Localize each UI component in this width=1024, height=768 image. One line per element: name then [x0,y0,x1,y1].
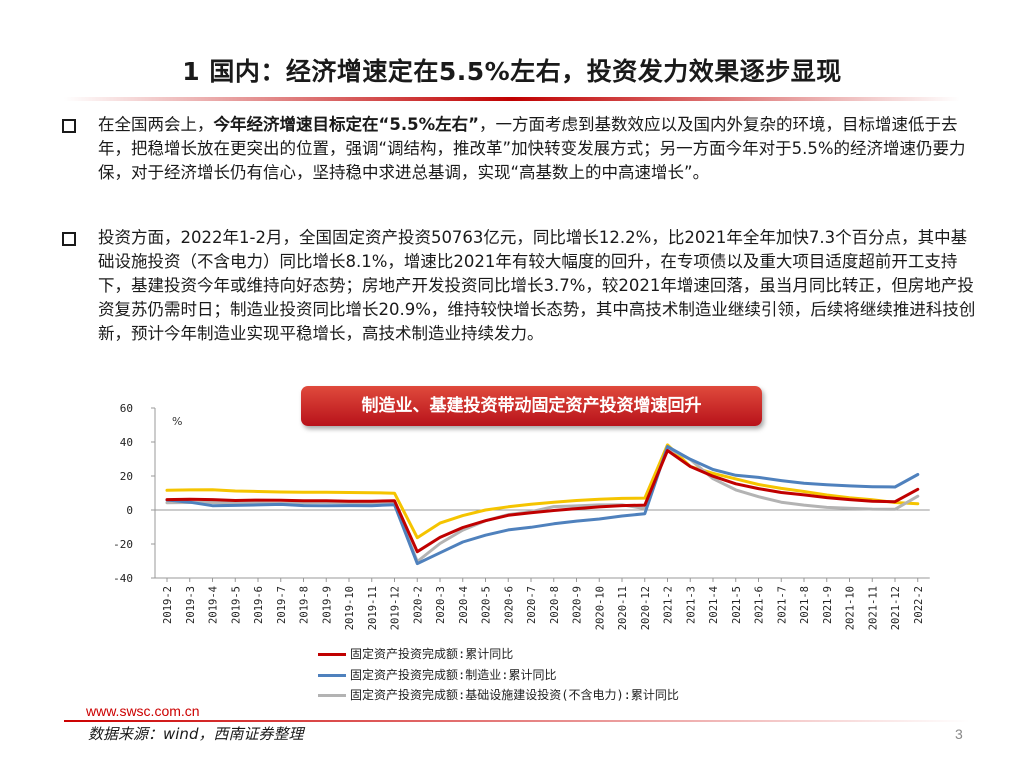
square-bullet-icon [62,119,76,133]
chart-banner: 制造业、基建投资带动固定资产投资增速回升 [301,386,762,426]
y-tick-label: 60 [120,402,133,415]
x-tick-label: 2020-11 [617,586,629,630]
y-tick-label: 40 [120,436,133,449]
bullet-1-highlight: 今年经济增速目标定在“5.5%左右” [213,115,479,134]
y-unit-label: % [172,415,182,428]
page-title: 1 国内：经济增速定在5.5%左右，投资发力效果逐步显现 [182,57,842,86]
x-tick-label: 2019-9 [321,586,333,624]
bullet-paragraph-2: 投资方面，2022年1-2月，全国固定资产投资50763亿元，同比增长12.2%… [62,226,982,346]
square-bullet-icon [62,232,76,246]
x-tick-label: 2019-11 [367,586,379,630]
legend-swatch-blue [318,674,346,677]
y-tick-label: -40 [113,572,133,585]
x-tick-label: 2020-3 [435,586,447,624]
x-tick-label: 2021-9 [822,586,834,624]
x-tick-label: 2019-8 [299,586,311,624]
x-tick-label: 2021-3 [685,586,697,624]
x-tick-label: 2021-8 [799,586,811,624]
y-tick-label: 20 [120,470,133,483]
x-tick-label: 2020-6 [503,586,515,624]
x-tick-label: 2020-9 [572,586,584,624]
x-tick-label: 2019-2 [162,586,174,624]
bullet-paragraph-1: 在全国两会上，今年经济增速目标定在“5.5%左右”，一方面考虑到基数效应以及国内… [62,113,982,185]
x-tick-label: 2021-4 [708,586,720,624]
series-line-fai-total [165,449,920,554]
x-tick-label: 2021-7 [776,586,788,624]
x-tick-label: 2019-12 [390,586,402,630]
legend-swatch-gray [318,694,346,697]
x-tick-label: 2019-6 [253,586,265,624]
series-line-infrastructure [165,446,920,563]
x-tick-label: 2021-11 [867,586,879,630]
bullet-2-text: 投资方面，2022年1-2月，全国固定资产投资50763亿元，同比增长12.2%… [98,228,976,343]
x-tick-label: 2021-12 [890,586,902,630]
y-tick-label: 0 [126,504,133,517]
bullet-1-text-rest: ，一方面考虑到基数效应以及国内外复杂的环境，目标增速低于去年，把稳增长放在更突出… [98,115,966,182]
x-tick-label: 2020-2 [412,586,424,624]
y-tick-label: -20 [113,538,133,551]
investment-growth-line-chart: 60 40 20 0 -20 -40% 2019-2 2019-3 2019-4 2019-5 20… [113,402,930,630]
x-tick-label: 2020-10 [594,586,606,630]
x-tick-label: 2020-8 [549,586,561,624]
x-tick-label: 2020-4 [458,586,470,624]
x-tick-label: 2021-5 [731,586,743,624]
legend-label-1: 固定资产投资完成额:累计同比 [350,647,514,661]
series-line-manufacturing [165,445,920,566]
x-tick-label: 2021-2 [663,586,675,624]
x-tick-label: 2020-7 [526,586,538,624]
website-link[interactable]: www.swsc.com.cn [86,703,200,719]
bullet-1-text-start: 在全国两会上， [98,115,214,134]
x-tick-label: 2019-7 [276,586,288,624]
legend-swatch-red [318,653,346,656]
x-tick-label: 2019-5 [230,586,242,624]
x-tick-label: 2020-12 [640,586,652,630]
legend-item-fai-total: 固定资产投资完成额:累计同比 [318,645,513,662]
series-line-yellow [165,443,920,540]
legend-label-2: 固定资产投资完成额:制造业:累计同比 [350,668,557,682]
x-tick-label: 2020-5 [481,586,493,624]
page-number: 3 [955,726,963,742]
x-tick-label: 2019-3 [185,586,197,624]
x-tick-label: 2021-6 [754,586,766,624]
title-underline [64,97,960,101]
legend-item-infrastructure: 固定资产投资完成额:基础设施建设投资(不含电力):累计同比 [318,686,679,703]
x-tick-label: 2019-4 [208,586,220,624]
footer-divider [64,720,970,722]
legend-label-3: 固定资产投资完成额:基础设施建设投资(不含电力):累计同比 [350,688,679,702]
x-tick-label: 2022-2 [913,586,925,624]
x-tick-label: 2021-10 [845,586,857,630]
data-source-note: 数据来源：wind，西南证券整理 [88,725,304,743]
x-tick-label: 2019-10 [344,586,356,630]
legend-item-manufacturing: 固定资产投资完成额:制造业:累计同比 [318,666,556,683]
